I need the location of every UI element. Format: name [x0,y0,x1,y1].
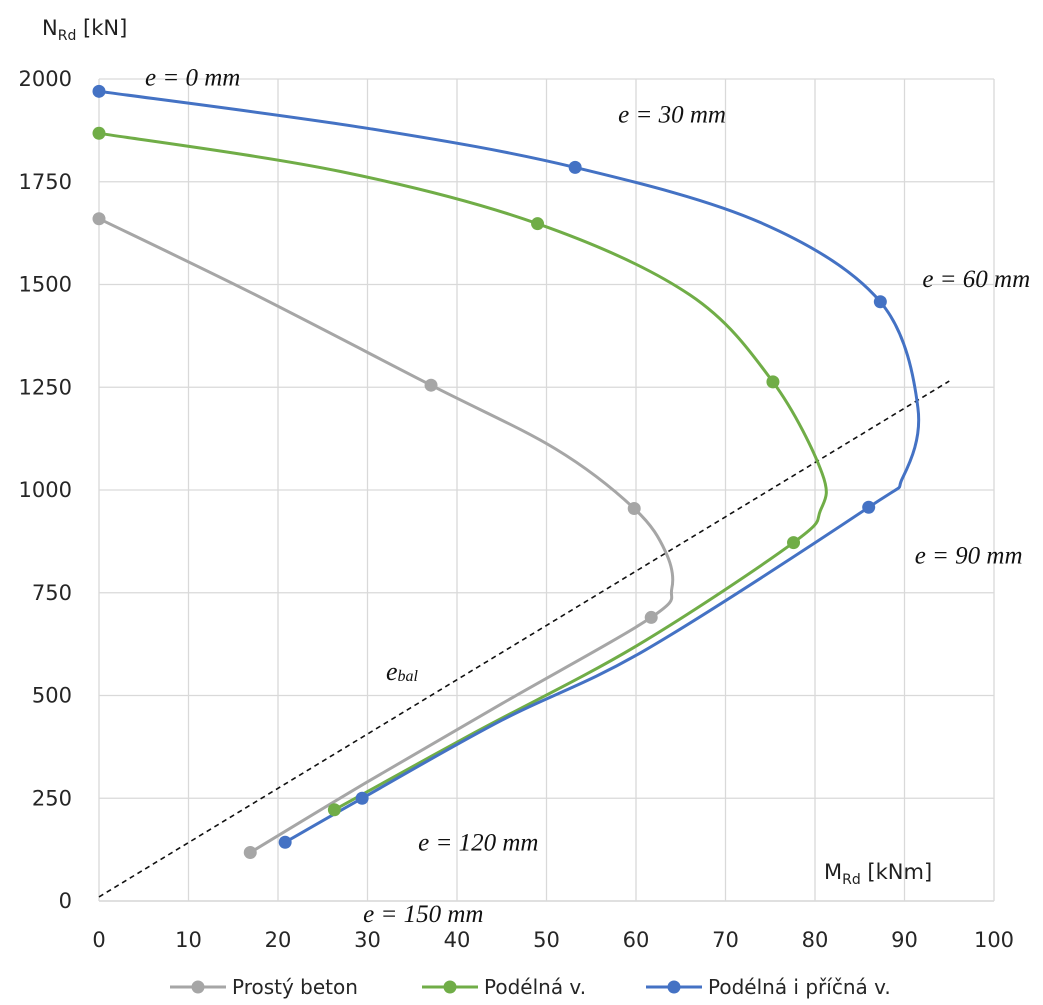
legend-label-1: Prostý beton [232,975,358,999]
reference-line-layer [98,380,950,898]
x-tick-label: 50 [533,928,560,952]
series-line-3 [98,89,921,844]
eccentricity-annotation: e = 90 mm [915,542,1023,569]
series-2-point [531,217,545,231]
x-tick-label: 80 [802,928,829,952]
series-1-point [92,212,106,226]
legend-label-2: Podélná v. [484,975,586,999]
annotations-layer: e = 0 mm e = 30 mm e = 60 mm e = 90 mm e = 1… [145,64,1030,928]
eccentricity-annotation: e = 30 mm [618,101,726,128]
series-1-point [627,501,641,515]
series-3-point [568,160,582,174]
series-3-point [278,835,292,849]
series-curves-layer [98,89,921,854]
y-tick-label: 0 [59,889,72,913]
series-3-point [873,295,887,309]
x-tick-label: 90 [891,928,918,952]
series-3-point [92,84,106,98]
x-axis-title: MRd [kNm] [824,860,932,888]
legend-label-3: Podélná i příčná v. [708,975,891,999]
ebal-label: ebal [386,657,419,686]
y-tick-label: 250 [32,786,72,810]
series-3-point [355,791,369,805]
y-tick-label: 1750 [19,170,72,194]
x-tick-label: 20 [265,928,292,952]
series-1-point [243,846,257,860]
series-line-1 [98,217,675,854]
legend-marker-2 [443,980,457,994]
eccentricity-annotation: e = 60 mm [922,266,1030,293]
eccentricity-annotation: e = 0 mm [145,64,240,91]
y-tick-label: 2000 [19,67,72,91]
series-markers-layer [92,84,887,860]
tick-labels-layer: 0 250 500 750 1000 1250 1500 1750 2000 0 10 20 30 40 5… [19,67,1015,952]
y-tick-label: 1000 [19,478,72,502]
x-tick-label: 60 [623,928,650,952]
series-2-point [92,126,106,140]
grid-layer [98,78,995,902]
series-2-point [787,536,801,550]
series-line-2 [98,131,828,812]
series-1-point [644,610,658,624]
legend-marker-1 [191,980,205,994]
series-2-point [766,375,780,389]
series-3-point [862,500,876,514]
y-tick-label: 500 [32,684,72,708]
x-tick-label: 100 [974,928,1014,952]
series-1-point [424,378,438,392]
legend: Prostý beton Podélná v. Podélná i příčná v… [170,975,891,999]
ebal-reference-line [98,380,950,898]
y-tick-label: 1500 [19,273,72,297]
series-2-point [327,803,341,817]
x-tick-label: 70 [712,928,739,952]
y-tick-label: 750 [32,581,72,605]
x-tick-label: 40 [444,928,471,952]
x-tick-label: 0 [92,928,105,952]
eccentricity-annotation: e = 120 mm [418,829,538,856]
x-tick-label: 10 [175,928,202,952]
x-tick-label: 30 [354,928,381,952]
eccentricity-annotation: e = 150 mm [363,901,483,928]
y-axis-title: NRd [kN] [42,16,127,44]
legend-marker-3 [667,980,681,994]
y-tick-label: 1250 [19,375,72,399]
